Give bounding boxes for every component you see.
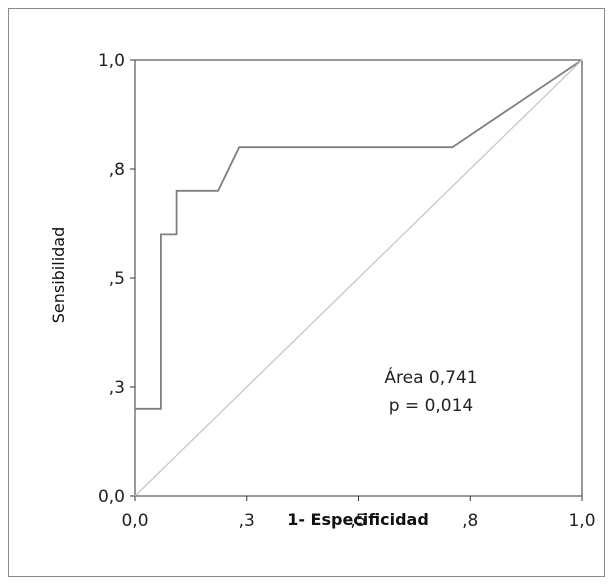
x-tick-label: 0,0: [121, 511, 148, 531]
plot-layer: 0,0 ,3 ,5 ,8 1,0 0,0 ,3 ,5 ,8 1,0: [98, 51, 596, 531]
y-axis-title: Sensibilidad: [49, 227, 68, 324]
y-tick-label: 1,0: [98, 51, 125, 71]
p-value-annotation: p = 0,014: [389, 396, 474, 416]
y-tick-label: ,5: [109, 269, 125, 289]
x-tick-label: ,3: [239, 511, 255, 531]
area-annotation: Área 0,741: [384, 366, 477, 388]
y-tick-label: ,3: [109, 378, 125, 398]
y-tick-label: ,8: [109, 160, 125, 180]
x-tick-label: 1,0: [568, 511, 595, 531]
reference-diagonal-line: [134, 59, 583, 497]
x-tick-label: ,5: [350, 511, 366, 531]
x-tick-label: ,8: [462, 511, 478, 531]
chart-frame: [8, 8, 605, 577]
roc-curve-line: [135, 59, 583, 410]
x-axis-title: 1- Especificidad: [287, 510, 429, 529]
y-tick-label: 0,0: [98, 487, 125, 507]
